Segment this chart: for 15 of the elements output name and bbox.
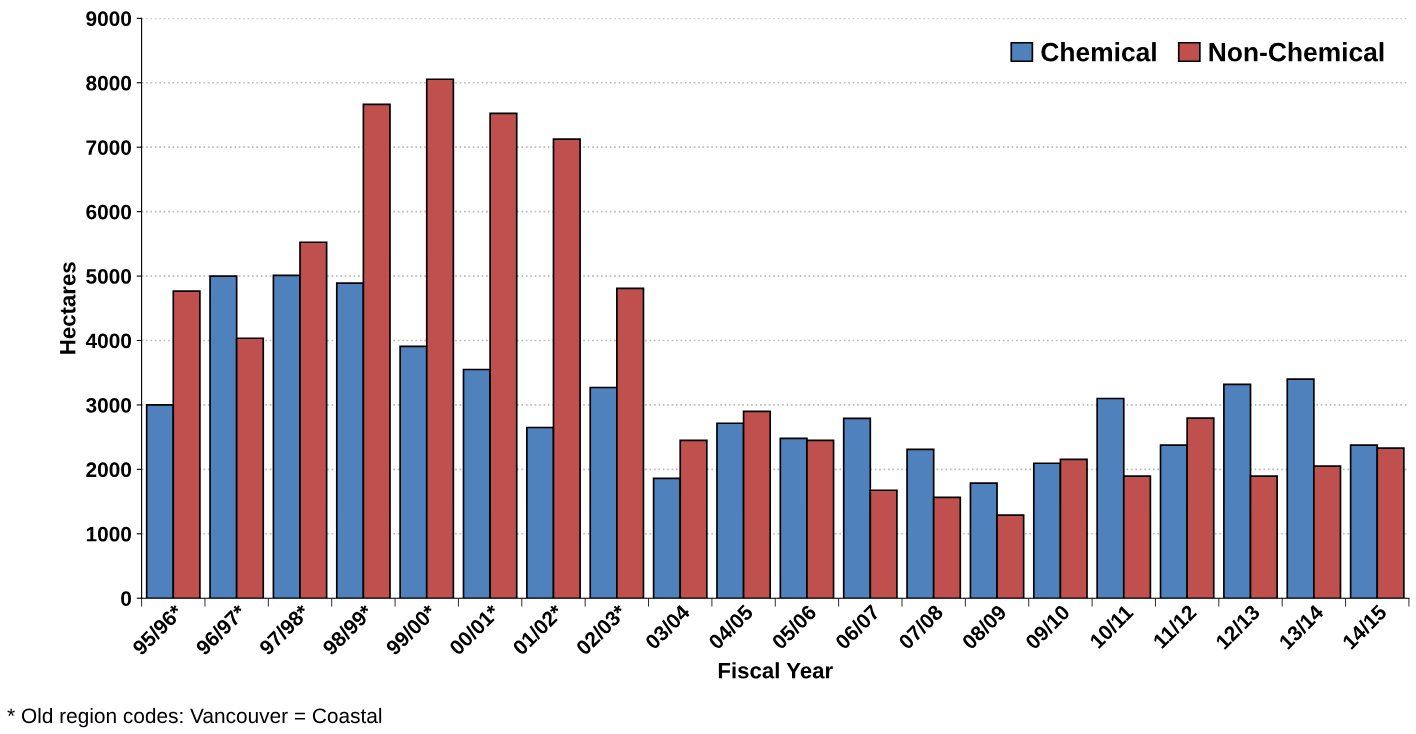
legend-label: Non-Chemical bbox=[1209, 42, 1384, 62]
y-tick-label: 7000 bbox=[86, 140, 132, 155]
y-tick-label: 8000 bbox=[86, 75, 132, 91]
y-axis-title: Hectares bbox=[60, 262, 76, 354]
y-tick-label: 9000 bbox=[86, 11, 132, 27]
y-tick-label: 6000 bbox=[86, 204, 132, 220]
y-tick-label: 1000 bbox=[86, 526, 132, 542]
y-tick-label: 0 bbox=[121, 591, 132, 606]
x-axis-title: Fiscal Year bbox=[718, 662, 833, 679]
text: * Old region codes: Vancouver = Coastal bbox=[7, 707, 382, 728]
legend-label: Chemical bbox=[1041, 42, 1156, 62]
y-tick-label: 5000 bbox=[86, 269, 132, 284]
y-tick-label: 3000 bbox=[86, 397, 132, 413]
y-tick-label: 4000 bbox=[85, 333, 132, 349]
y-tick-label: 2000 bbox=[86, 462, 132, 478]
